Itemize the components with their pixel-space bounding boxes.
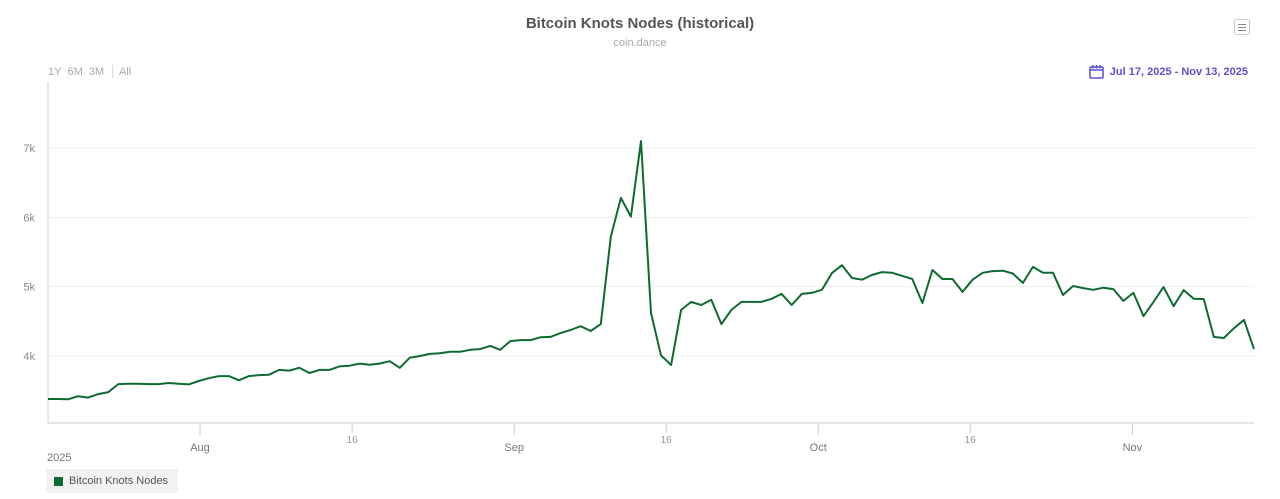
range-button-all[interactable]: All — [119, 65, 132, 78]
legend-label: Bitcoin Knots Nodes — [69, 475, 169, 487]
range-button-1y[interactable]: 1Y — [48, 65, 62, 78]
x-tick-label: 16 — [965, 435, 977, 446]
date-range-picker[interactable]: Jul 17, 2025 - Nov 13, 2025 — [1089, 64, 1248, 79]
x-tick-label: Oct — [810, 442, 827, 454]
x-tick-label: 16 — [346, 435, 358, 446]
y-tick-label: 5k — [23, 282, 35, 294]
x-axis-labels: Aug 16 Sep 16 Oct 16 Nov — [190, 424, 1143, 454]
range-divider — [112, 65, 114, 78]
x-tick-label: 16 — [661, 435, 673, 446]
hamburger-menu-icon — [1238, 24, 1246, 25]
y-tick-label: 4k — [23, 351, 35, 363]
hamburger-menu-icon-line — [1238, 30, 1246, 31]
y-tick-label: 7k — [23, 143, 35, 155]
chart-menu-button[interactable] — [1234, 19, 1250, 35]
y-tick-label: 6k — [23, 212, 35, 224]
x-tick-label: Nov — [1123, 442, 1143, 454]
range-button-6m[interactable]: 6M — [67, 65, 83, 78]
date-range-text: Jul 17, 2025 - Nov 13, 2025 — [1109, 65, 1248, 78]
gridlines — [48, 147, 1254, 357]
x-axis-year-label: 2025 — [47, 452, 72, 464]
chart-subtitle: coin.dance — [613, 37, 667, 49]
calendar-icon — [1089, 65, 1104, 79]
range-selector: 1Y 6M 3M All — [48, 65, 137, 78]
x-tick-label: Aug — [190, 442, 210, 454]
series-line-bitcoin-knots-nodes[interactable] — [48, 140, 1255, 401]
y-axis-labels: 4k 5k 6k 7k — [23, 143, 35, 363]
legend-item-bitcoin-knots-nodes[interactable]: Bitcoin Knots Nodes — [46, 469, 179, 493]
chart-title: Bitcoin Knots Nodes (historical) — [525, 15, 755, 32]
legend-swatch — [54, 476, 63, 486]
hamburger-menu-icon-line — [1238, 27, 1246, 28]
range-button-3m[interactable]: 3M — [88, 65, 105, 78]
x-tick-label: Sep — [504, 442, 524, 454]
